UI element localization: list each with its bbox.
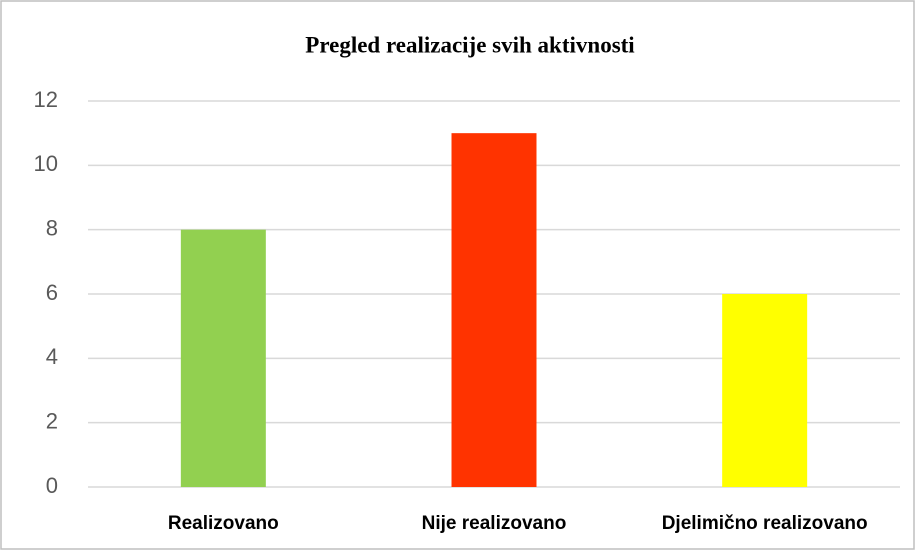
y-tick-label: 10 [34, 151, 58, 176]
y-tick-label: 12 [34, 87, 58, 112]
y-tick-label: 2 [46, 408, 58, 433]
bar [451, 133, 537, 487]
y-tick-label: 8 [46, 215, 58, 240]
bar [722, 294, 808, 487]
chart-title: Pregled realizacije svih aktivnosti [305, 32, 635, 57]
y-tick-label: 0 [46, 473, 58, 498]
y-tick-label: 6 [46, 280, 58, 305]
x-tick-label: Realizovano [168, 513, 279, 534]
bar [180, 229, 266, 487]
x-tick-label: Nije realizovano [422, 513, 567, 534]
x-tick-label: Djelimično realizovano [662, 513, 868, 534]
y-tick-label: 4 [46, 344, 58, 369]
